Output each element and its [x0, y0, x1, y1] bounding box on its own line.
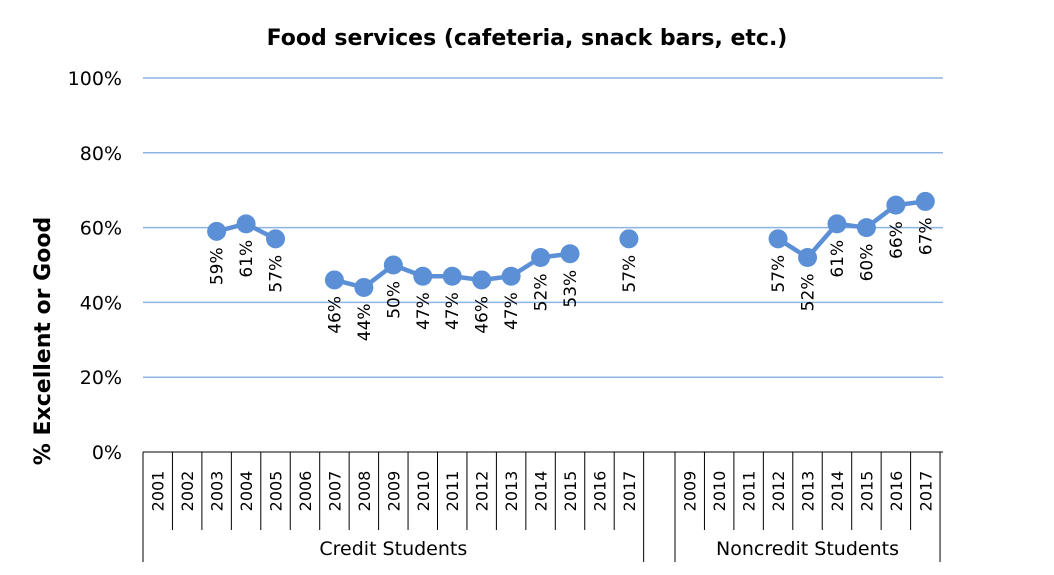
- x-tick-label: 2002: [178, 471, 197, 512]
- x-tick-label: 2003: [208, 471, 227, 512]
- data-point: [472, 270, 492, 290]
- data-label: 60%: [857, 244, 877, 282]
- data-point: [915, 191, 935, 211]
- data-point: [324, 270, 344, 290]
- x-tick-label: 2001: [149, 471, 168, 512]
- x-tick-label: 2014: [828, 471, 847, 512]
- data-point: [619, 229, 639, 249]
- data-label: 46%: [473, 296, 493, 334]
- data-label: 57%: [267, 255, 287, 293]
- y-tick-label: 100%: [68, 68, 122, 90]
- x-axis: 2001 2002 2003 2004 2005 2006 2007 2008 2009 2010…: [142, 451, 943, 562]
- data-label: 66%: [887, 221, 907, 259]
- y-tick-labels: 0% 20% 40% 60% 80% 100%: [68, 68, 122, 464]
- data-point: [856, 218, 876, 238]
- x-tick-label: 2016: [590, 471, 609, 512]
- x-tick-label: 2015: [561, 471, 580, 512]
- data-label: 44%: [355, 303, 375, 341]
- data-point: [266, 229, 286, 249]
- data-label: 53%: [561, 270, 581, 308]
- x-tick-label: 2012: [473, 471, 492, 512]
- y-axis-label: % Excellent or Good: [31, 217, 56, 465]
- data-label: 67%: [916, 217, 936, 255]
- data-point: [442, 266, 462, 286]
- data-label: 47%: [502, 292, 522, 330]
- x-tick-label: 2014: [532, 471, 551, 512]
- data-label: 57%: [620, 255, 640, 293]
- data-label: 57%: [769, 255, 789, 293]
- data-point: [413, 266, 433, 286]
- x-tick-label: 2005: [267, 471, 286, 512]
- data-point: [354, 277, 374, 297]
- x-tick-label: 2012: [769, 471, 788, 512]
- x-tick-label: 2006: [296, 471, 315, 512]
- data-point: [207, 221, 227, 241]
- y-tick-label: 80%: [80, 143, 122, 165]
- x-tick-label: 2011: [740, 471, 759, 512]
- data-label: 47%: [414, 292, 434, 330]
- data-point: [383, 255, 403, 275]
- x-tick-label: 2004: [237, 471, 256, 512]
- x-tick-label: 2010: [414, 471, 433, 512]
- x-tick-label: 2007: [325, 471, 344, 512]
- x-tick-label: 2013: [502, 471, 521, 512]
- data-label: 52%: [532, 274, 552, 312]
- x-tick-label: 2016: [887, 471, 906, 512]
- y-tick-label: 60%: [80, 218, 122, 240]
- data-point: [827, 214, 847, 234]
- data-labels: 59% 61% 57% 46% 44% 50% 47% 47% 46% 47% 52% 53% 57% 5…: [208, 217, 937, 341]
- data-point: [886, 195, 906, 215]
- data-label: 61%: [237, 240, 257, 278]
- group-label: Credit Students: [319, 538, 467, 560]
- x-tick-label: 2009: [384, 471, 403, 512]
- series-line: [207, 191, 935, 297]
- data-point: [560, 244, 580, 264]
- data-label: 61%: [828, 240, 848, 278]
- data-label: 52%: [799, 274, 819, 312]
- data-point: [501, 266, 521, 286]
- x-tick-label: 2010: [710, 471, 729, 512]
- x-tick-label: 2017: [916, 471, 935, 512]
- x-tick-label: 2015: [857, 471, 876, 512]
- data-label: 47%: [443, 292, 463, 330]
- data-label: 59%: [208, 247, 228, 285]
- data-point: [236, 214, 256, 234]
- group-label: Noncredit Students: [716, 538, 899, 560]
- data-label: 50%: [384, 281, 404, 319]
- data-point: [531, 248, 551, 268]
- x-tick-label: 2009: [681, 471, 700, 512]
- y-tick-label: 0%: [92, 442, 122, 464]
- x-tick-label: 2013: [799, 471, 818, 512]
- gridlines: [143, 77, 943, 378]
- y-tick-label: 40%: [80, 292, 122, 314]
- chart-title: Food services (cafeteria, snack bars, et…: [267, 26, 788, 51]
- data-point: [798, 248, 818, 268]
- x-tick-label: 2008: [355, 471, 374, 512]
- x-tick-label: 2017: [620, 471, 639, 512]
- y-tick-label: 20%: [80, 367, 122, 389]
- data-label: 46%: [325, 296, 345, 334]
- x-tick-label: 2011: [443, 471, 462, 512]
- data-point: [768, 229, 788, 249]
